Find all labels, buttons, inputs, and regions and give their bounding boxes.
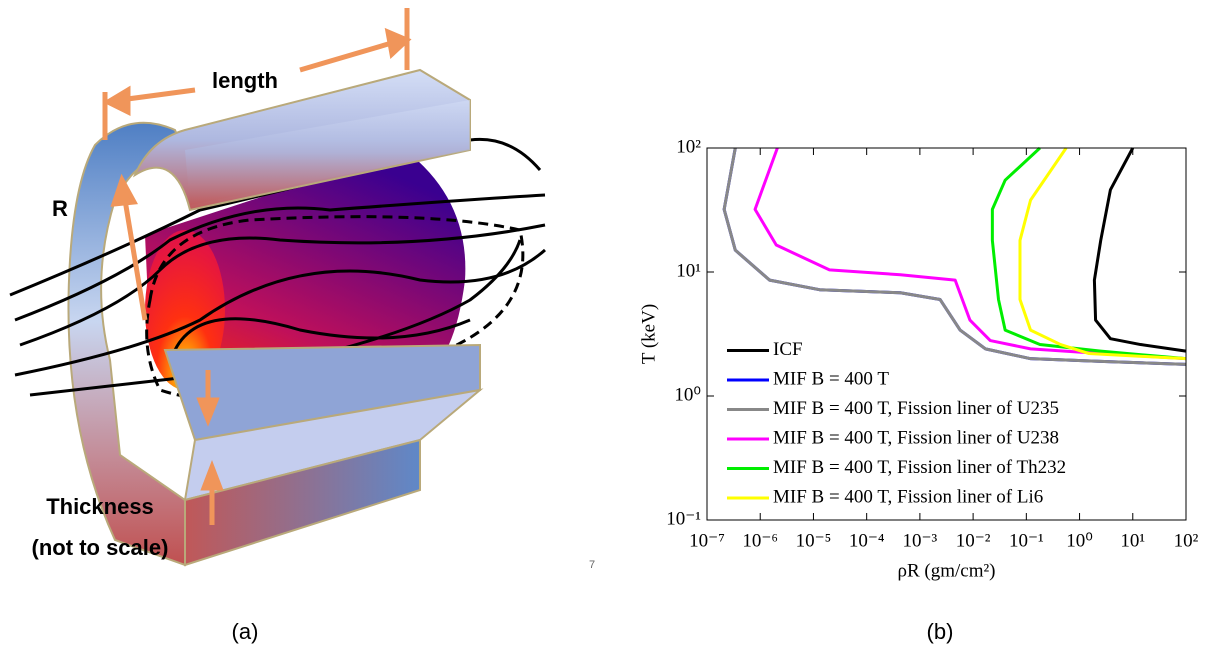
x-axis-label: ρR (gm/cm²)	[897, 560, 995, 581]
x-tick-label: 10⁻⁵	[796, 530, 832, 551]
y-tick-label: 10⁻¹	[666, 508, 701, 529]
series-line	[990, 146, 1187, 361]
core-body	[145, 150, 466, 380]
x-tick-label: 10⁻⁷	[689, 530, 725, 551]
y-tick-label: 10¹	[676, 260, 701, 281]
caption: (a)	[232, 619, 259, 644]
x-tick-label: 10²	[1174, 530, 1199, 551]
plot-frame	[706, 147, 1187, 521]
legend-label: MIF B = 400 T, Fission liner of Th232	[773, 457, 1066, 478]
x-tick-label: 10⁻³	[903, 530, 938, 551]
legend-label: MIF B = 400 T, Fission liner of U238	[773, 427, 1059, 448]
x-tick-label: 10¹	[1120, 530, 1145, 551]
label-length: length	[212, 68, 278, 93]
legend-label: MIF B = 400 T, Fission liner of U235	[773, 398, 1059, 419]
y-tick-label: 10⁰	[674, 384, 701, 405]
slab-front	[184, 438, 421, 567]
x-tick-label: 10⁻⁶	[742, 530, 778, 551]
series-line	[722, 147, 1187, 366]
caption: (b)	[927, 619, 954, 644]
series-line	[1092, 147, 1187, 353]
legend-label: MIF B = 400 T, Fission liner of Li6	[773, 486, 1043, 507]
x-tick-label: 10⁻⁴	[849, 530, 885, 551]
top-face	[185, 100, 470, 205]
series-line	[1018, 147, 1187, 361]
x-tick-label: 10⁰	[1066, 530, 1093, 551]
page-number: 7	[589, 559, 595, 571]
y-tick-label: 10²	[676, 136, 701, 157]
y-axis-label: T (keV)	[638, 304, 659, 364]
chart: 10⁻⁷ 10⁻⁶ 10⁻⁵ 10⁻⁴ 10⁻³ 10⁻² 10⁻¹ 10⁰ 10¹ 10² 10⁻…	[638, 136, 1198, 581]
legend-label: ICF	[773, 339, 803, 360]
series-line	[753, 147, 1187, 361]
x-tick-label: 10⁻²	[956, 530, 991, 551]
legend-label: MIF B = 400 T	[773, 368, 889, 389]
arrows	[102, 8, 412, 525]
x-tick-label: 10⁻¹	[1009, 530, 1044, 551]
label-radius: R	[52, 196, 68, 221]
label-note: (not to scale)	[32, 535, 169, 560]
diagram: length R Thickness (not to scale)	[9, 8, 546, 567]
label-thickness: Thickness	[46, 494, 154, 519]
